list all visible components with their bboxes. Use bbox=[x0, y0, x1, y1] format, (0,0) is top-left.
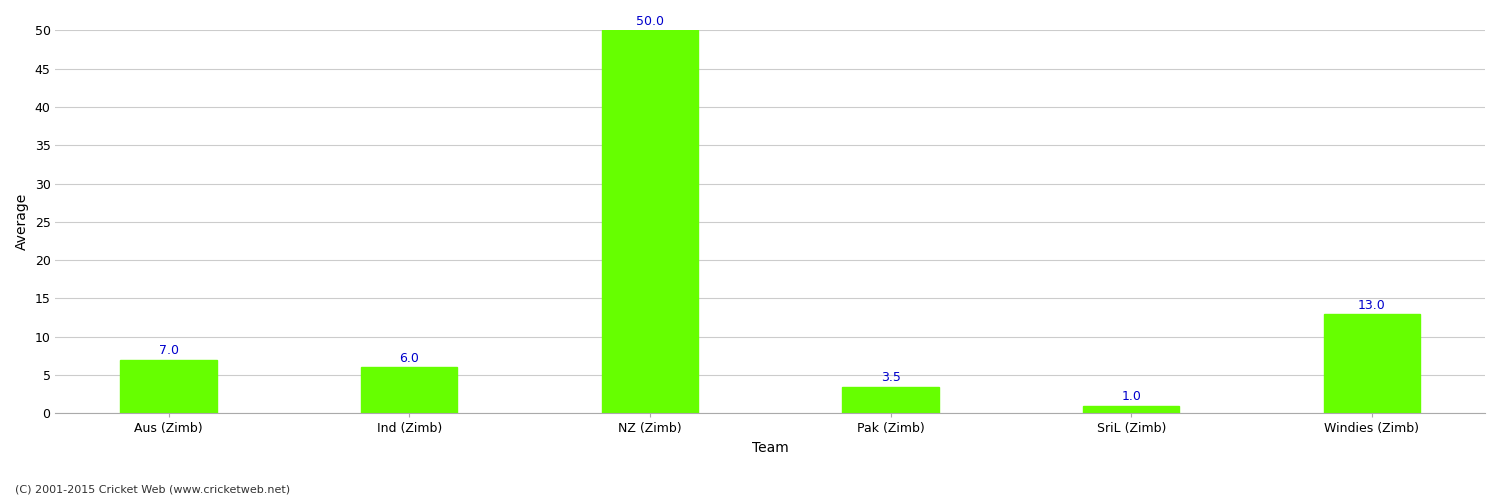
Text: 6.0: 6.0 bbox=[399, 352, 418, 365]
Bar bbox=[843, 386, 939, 413]
Text: 3.5: 3.5 bbox=[880, 372, 900, 384]
Text: 13.0: 13.0 bbox=[1358, 298, 1386, 312]
Text: (C) 2001-2015 Cricket Web (www.cricketweb.net): (C) 2001-2015 Cricket Web (www.cricketwe… bbox=[15, 485, 290, 495]
Y-axis label: Average: Average bbox=[15, 193, 28, 250]
Text: 1.0: 1.0 bbox=[1122, 390, 1142, 404]
Text: 7.0: 7.0 bbox=[159, 344, 178, 358]
X-axis label: Team: Team bbox=[752, 441, 789, 455]
Bar bbox=[120, 360, 216, 414]
Bar bbox=[362, 368, 458, 414]
Text: 50.0: 50.0 bbox=[636, 15, 664, 28]
Bar bbox=[602, 30, 698, 414]
Bar bbox=[1324, 314, 1420, 414]
Bar bbox=[1083, 406, 1179, 413]
